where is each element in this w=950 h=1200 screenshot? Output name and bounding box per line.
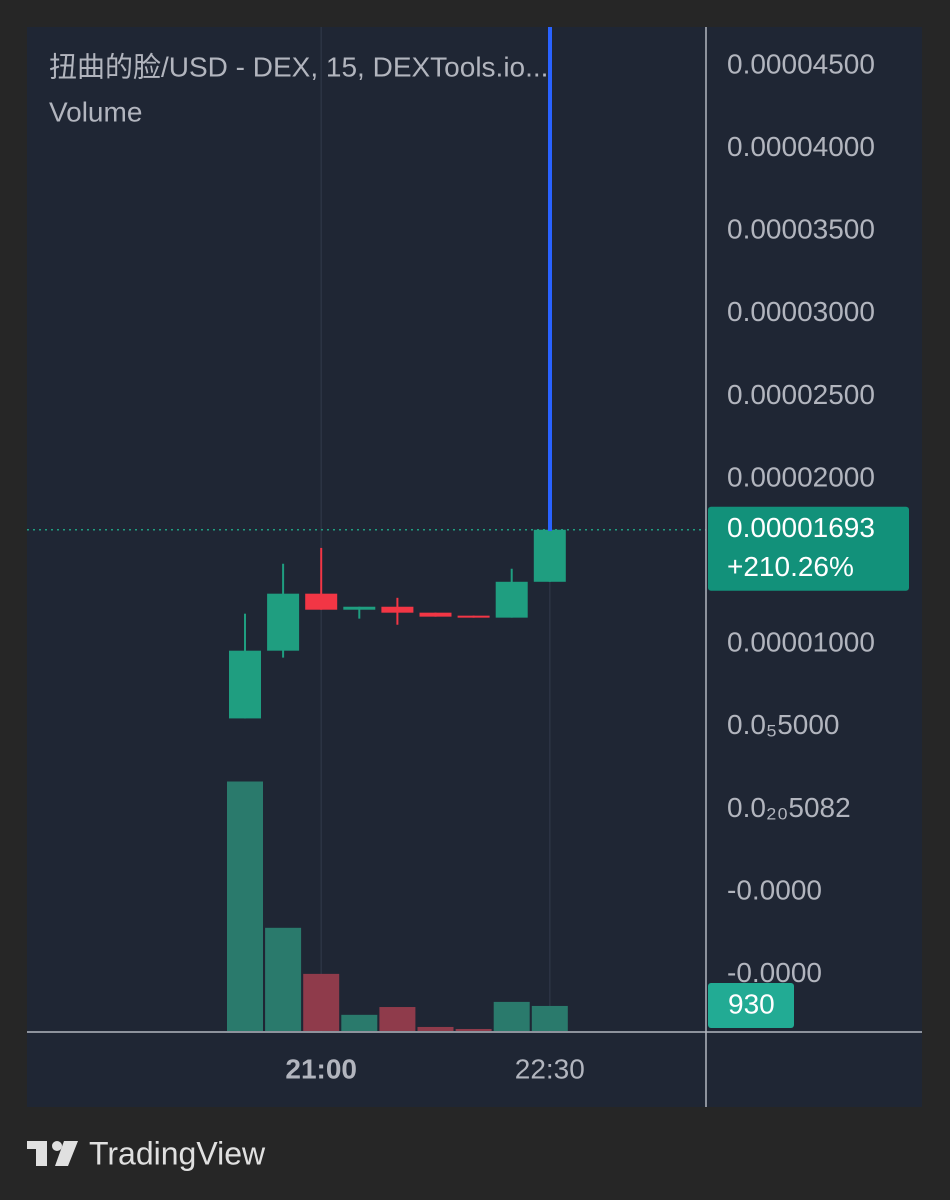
volume-bar: [531, 1005, 568, 1031]
volume-label: Volume: [49, 96, 142, 127]
volume-value-box: [708, 983, 794, 1028]
y-tick-label: -0.0000: [727, 957, 822, 988]
candle-body: [267, 593, 300, 651]
last-price-label: 0.00001693: [727, 512, 875, 543]
volume-bar: [303, 973, 340, 1031]
y-tick-label: 0.0₅5000: [727, 709, 840, 740]
x-tick-label: 21:00: [285, 1053, 357, 1084]
volume-bar: [455, 1028, 492, 1031]
candle-body: [305, 593, 338, 610]
y-tick-label: 0.0₂₀5082: [727, 792, 851, 823]
y-tick-label: -0.0000: [727, 874, 822, 905]
y-tick-label: 0.00002000: [727, 461, 875, 492]
y-tick-label: 0.00004000: [727, 131, 875, 162]
last-price-box: [708, 506, 909, 591]
y-tick-label: 0.00003000: [727, 296, 875, 327]
volume-bar: [341, 1014, 378, 1031]
volume-bar: [265, 927, 302, 1031]
volume-bar: [417, 1026, 454, 1031]
volume-bar: [227, 781, 263, 1031]
chart-title: 扭曲的脸/USD - DEX, 15, DEXTools.io...: [49, 51, 548, 82]
volume-bar: [379, 1007, 416, 1031]
y-tick-label: 0.00004500: [727, 48, 875, 79]
x-tick-label: 22:30: [515, 1053, 585, 1084]
candle-body: [229, 650, 261, 719]
candle-body: [419, 612, 452, 617]
volume-bar: [493, 1001, 530, 1031]
y-tick-label: 0.00001000: [727, 627, 875, 658]
candle-body: [457, 615, 490, 618]
price-change-label: +210.26%: [727, 551, 854, 582]
candle-body: [381, 606, 414, 613]
candle-body: [533, 529, 566, 582]
brand-name: TradingView: [89, 1135, 266, 1171]
candle-body: [495, 581, 528, 618]
brand-logo: [27, 1141, 78, 1166]
y-tick-label: 0.00003500: [727, 214, 875, 245]
volume-value-label: 930: [728, 988, 775, 1019]
candle-body: [343, 606, 376, 610]
y-tick-label: 0.00002500: [727, 379, 875, 410]
